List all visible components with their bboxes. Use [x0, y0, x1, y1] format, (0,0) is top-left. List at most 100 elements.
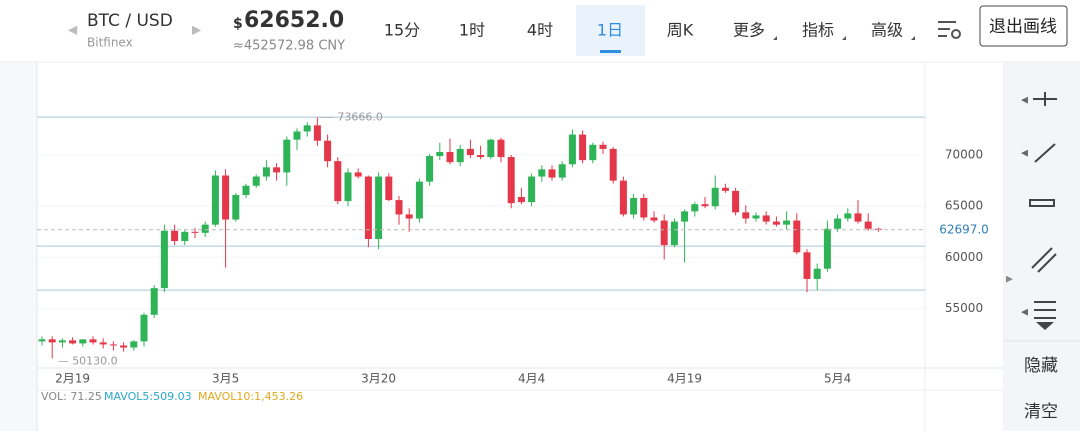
tab[interactable]: 4时 [527, 21, 553, 40]
tab[interactable]: 15分 [384, 21, 420, 40]
candle-body [150, 288, 158, 315]
candle-body [630, 198, 638, 215]
svg-text:◀: ◀ [1021, 96, 1028, 106]
hide-button[interactable]: 隐藏 [1024, 356, 1058, 376]
tab[interactable]: 高级 [871, 21, 903, 40]
candle-body [660, 220, 668, 246]
candle-body [538, 169, 546, 177]
prev-arrow[interactable]: ◀ [68, 23, 78, 37]
tab[interactable]: 指标 [802, 21, 834, 40]
candle-body [232, 194, 240, 220]
candle-body [507, 157, 515, 204]
plot: 55000 60000 65000 70000 2月19 3月5 3月20 4月4 4月19 5月… [37, 110, 989, 386]
candle-body [599, 144, 607, 149]
candle-body [650, 217, 658, 221]
candle-body [732, 190, 740, 213]
candle-body [772, 221, 780, 225]
mavol5-label: MAVOL5:509.03 [104, 390, 192, 403]
candle-body [528, 176, 536, 203]
exit-button-label[interactable]: 退出画线 [989, 17, 1057, 37]
candle-body [752, 215, 760, 219]
selected-tab-bg [576, 5, 645, 56]
dropdown-marker [911, 36, 915, 40]
candle-body [171, 230, 179, 242]
candle-body [558, 164, 566, 178]
currency-symbol: $ [233, 16, 243, 32]
max-label: 73666.0 [337, 110, 383, 123]
x-tick-label: 2月19 [55, 372, 90, 386]
candle-body [405, 214, 413, 219]
candle-body [823, 228, 831, 269]
tabs: 15分 1时 4时 1日 周K 更多 指标 高级 [384, 21, 915, 40]
candle-body [181, 231, 189, 242]
min-label: 50130.0 [72, 354, 118, 367]
candle-body [681, 211, 689, 222]
candle-body [589, 144, 597, 161]
candle-body [395, 200, 403, 215]
candle-body [783, 220, 791, 225]
x-tick-label: 4月19 [667, 372, 702, 386]
tab[interactable]: 更多 [733, 21, 765, 40]
candle-body [834, 218, 842, 229]
sidebar [1003, 62, 1080, 431]
y-tick-label: 55000 [945, 301, 983, 315]
candle-body [38, 339, 46, 342]
candle-body [303, 125, 311, 132]
candle-body [120, 345, 128, 348]
candle-body [109, 344, 117, 346]
candle-body [415, 181, 423, 219]
candle-body [293, 131, 301, 140]
price: 62652.0 [244, 8, 344, 33]
candle-body [334, 161, 342, 202]
mavol10-label: MAVOL10:1,453.26 [198, 390, 303, 403]
sidebar-tools: ◀ ◀ ◀ [1021, 92, 1057, 330]
candle-body [273, 167, 281, 173]
next-arrow[interactable]: ▶ [192, 23, 202, 37]
candle-body [222, 175, 230, 220]
candle-body [69, 340, 77, 344]
candle-body [48, 339, 56, 343]
candle-body [385, 176, 393, 201]
candle-body [89, 339, 97, 343]
candle-body [160, 230, 168, 289]
vol-label: VOL: 71.25 [41, 390, 102, 403]
candle-body [79, 339, 87, 344]
last-price-label: 62697.0 [939, 222, 989, 236]
candle-body [619, 180, 627, 215]
exchange: Bitfinex [87, 36, 133, 50]
parallel-tool[interactable] [1031, 247, 1053, 269]
rect-tool[interactable] [1029, 199, 1055, 207]
x-tick-label: 5月4 [824, 372, 851, 386]
candle-body [670, 221, 678, 246]
candle-body [283, 139, 291, 173]
collapse-arrow[interactable]: ▶ [1006, 275, 1013, 285]
candle-body [426, 156, 434, 182]
settings-icon[interactable] [938, 21, 961, 39]
candle-body [793, 220, 801, 253]
candle-body [201, 224, 209, 233]
candle-body [446, 151, 454, 163]
candle-body [140, 314, 148, 342]
candle-body [344, 172, 352, 202]
candle-body [466, 148, 474, 156]
tab[interactable]: 1时 [459, 21, 485, 40]
candle-body [99, 342, 107, 345]
candle-body [456, 148, 464, 163]
dropdown-marker [842, 36, 846, 40]
candle-body [487, 139, 495, 158]
y-tick-label: 65000 [945, 199, 983, 213]
trendline-tool[interactable] [1034, 143, 1056, 163]
candle-body [211, 175, 219, 225]
clear-button[interactable]: 清空 [1024, 402, 1058, 422]
x-tick-label: 4月4 [518, 372, 545, 386]
exit-button[interactable] [979, 5, 1068, 47]
candle-body [762, 215, 770, 222]
left-gutter [0, 62, 37, 431]
selected-tab-underline [600, 50, 621, 53]
candle-body [191, 231, 199, 233]
tab[interactable]: 1日 [597, 21, 623, 40]
pair: BTC / USD [87, 11, 173, 31]
tab[interactable]: 周K [667, 21, 694, 40]
